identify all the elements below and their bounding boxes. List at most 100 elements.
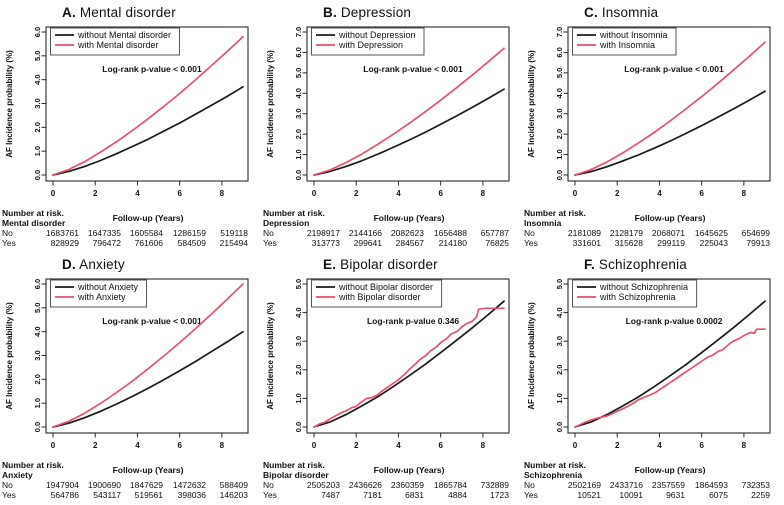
risk-row-label: Yes [524,490,538,500]
panel-title-text: Bipolar disorder [340,257,438,272]
y-tick-label: 3.0 [33,98,42,108]
km-plot-depression: AF Incidence probability (%) 0.0 1.0 2.0 3.0… [266,26,510,198]
risk-count: 7487 [321,490,340,500]
x-tick-label: 2 [354,189,359,198]
y-axis-label: AF Incidence probability (%) [266,302,275,410]
km-plot-anxiety: AF Incidence probability (%) 0.0 1.0 2.0 3.0… [5,278,249,450]
legend-label-without: without Schizophrenia [599,282,688,292]
legend-label-without: without Anxiety [77,282,139,292]
x-tick-label: 4 [135,189,140,198]
risk-row-yes: Yes 564786 543117 519561 398036 146203 [2,490,261,500]
km-plot-schizophrenia: AF Incidence probability (%) 0.0 1.0 2.0 3.0… [527,278,771,450]
curve-without [574,90,766,176]
y-axis-label: AF Incidence probability (%) [266,50,275,158]
x-tick-label: 2 [93,441,98,450]
risk-row-label: No [263,480,274,490]
legend-label-with: with Schizophrenia [599,292,676,302]
risk-row-no: No 2505203 2436626 2360359 1865784 73288… [263,480,522,490]
curve-without [52,85,244,176]
risk-count: 331601 [572,238,601,248]
risk-count: 2128179 [609,228,643,238]
risk-count: 584509 [177,238,206,248]
y-tick-label: 5.0 [33,51,42,61]
curve-without [313,300,505,428]
x-tick-label: 4 [396,189,401,198]
y-tick-label: 4.0 [33,326,42,336]
risk-count: 10091 [619,490,643,500]
plot-box [567,26,771,182]
risk-table: Number at risk. Follow-up (Years) Anxiet… [0,460,261,500]
risk-count: 519561 [134,490,163,500]
risk-count: 2360359 [390,480,424,490]
risk-table: Number at risk. Follow-up (Years) Insomn… [522,208,783,248]
risk-count: 225043 [699,238,728,248]
panel-letter: F. [584,257,595,272]
y-tick-label: 3.0 [555,336,564,346]
risk-group-label: Schizophrenia [524,470,583,480]
panel-depression: B. Depression AF Incidence probability (… [261,0,522,252]
pvalue-label: Log-rank p-value < 0.001 [102,316,202,326]
panel-letter: C. [584,5,598,20]
risk-count: 1900690 [87,480,121,490]
legend-label-with: with Insomnia [599,40,655,50]
legend-label-with: with Depression [338,40,403,50]
risk-count: 2505203 [306,480,340,490]
panel-schizophrenia: F. Schizophrenia AF Incidence probabilit… [522,252,783,504]
risk-row-no: No 2198917 2144166 2082623 1656488 65778… [263,228,522,238]
risk-count: 398036 [177,490,206,500]
y-tick-label: 0.0 [33,422,42,432]
panel-mental-disorder: A. Mental disorder AF Incidence probabil… [0,0,261,252]
x-axis-title: Follow-up (Years) [373,465,445,475]
risk-count: 76825 [485,238,509,248]
panel-title-text: Anxiety [79,257,125,272]
legend-label-with: with Anxiety [77,292,126,302]
risk-count: 732353 [741,480,770,490]
plot-box [306,278,510,434]
risk-count: 2357559 [651,480,685,490]
risk-row-label: Yes [263,238,277,248]
risk-count: 313773 [311,238,340,248]
x-axis-title: Follow-up (Years) [112,465,184,475]
y-tick-label: 2.0 [294,365,303,375]
risk-row-no: No 2502169 2433716 2357559 1864593 73235… [524,480,783,490]
legend-label-without: without Insomnia [599,30,668,40]
pvalue-label: Log-rank p-value < 0.001 [102,64,202,74]
x-tick-label: 8 [220,189,225,198]
risk-row-no: No 2181089 2128179 2068071 1645625 65469… [524,228,783,238]
x-tick-label: 0 [573,441,578,450]
risk-count: 1864593 [694,480,728,490]
risk-row-yes: Yes 331601 315628 299119 225043 79913 [524,238,783,248]
risk-count: 1865784 [433,480,467,490]
panel-letter: A. [62,5,76,20]
y-tick-label: 5.0 [555,68,564,78]
risk-table: Number at risk. Follow-up (Years) Depres… [261,208,522,248]
risk-header: Number at risk. [2,460,64,470]
y-tick-label: 5.0 [33,303,42,313]
risk-header: Number at risk. [2,208,64,218]
risk-count: 796472 [92,238,121,248]
x-tick-label: 4 [657,441,662,450]
risk-row-label: Yes [2,490,16,500]
x-tick-label: 4 [396,441,401,450]
y-tick-label: 4.0 [555,88,564,98]
y-tick-label: 1.0 [33,398,42,408]
x-tick-label: 0 [573,189,578,198]
risk-count: 1472632 [172,480,206,490]
x-tick-label: 0 [312,189,317,198]
legend-box [50,279,147,308]
panel-title: C. Insomnia [584,5,783,22]
risk-header: Number at risk. [524,208,586,218]
risk-count: 10521 [577,490,601,500]
y-tick-label: 2.0 [555,129,564,139]
y-tick-label: 2.0 [33,374,42,384]
x-tick-label: 8 [481,441,486,450]
legend-label-without: without Depression [338,30,416,40]
legend-box [311,27,425,56]
risk-group-label: Mental disorder [2,218,66,228]
x-axis-title: Follow-up (Years) [112,213,184,223]
risk-count: 1947904 [45,480,79,490]
y-tick-label: 0.0 [555,422,564,432]
x-tick-label: 8 [742,189,747,198]
